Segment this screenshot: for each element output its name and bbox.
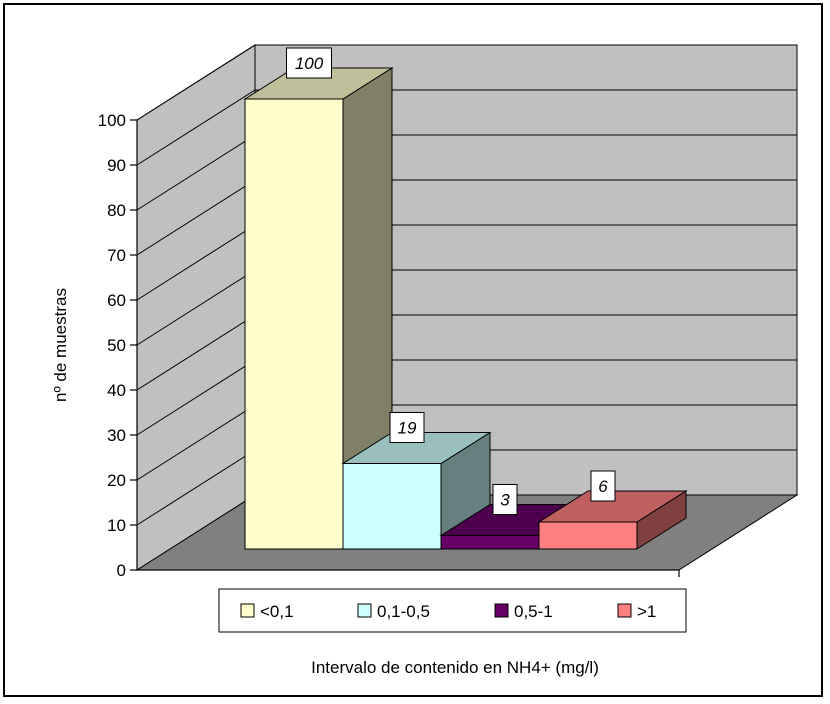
legend-label: >1: [637, 602, 656, 621]
y-tick-label: 50: [107, 336, 126, 355]
data-label: 19: [389, 412, 425, 443]
data-label-text: 100: [295, 54, 324, 73]
gridline-side: [136, 269, 256, 346]
legend-swatch: [240, 603, 255, 618]
bar: [537, 490, 688, 550]
bar-front-face: [244, 98, 344, 550]
legend-swatch: [617, 603, 632, 618]
bar-front-face: [342, 463, 442, 550]
legend-entry: 0,5-1: [494, 602, 553, 621]
y-axis-title: nº de muestras: [51, 288, 70, 402]
y-tick-label: 30: [107, 426, 126, 445]
data-labels-group: 100 19 3 6: [286, 47, 616, 515]
gridline-side: [136, 314, 256, 391]
gridline-side: [136, 179, 256, 256]
data-label: 100: [286, 47, 332, 79]
y-tick-label: 100: [98, 111, 126, 130]
legend-label: <0,1: [260, 602, 294, 621]
legend-label: 0,1-0,5: [377, 602, 430, 621]
gridline-side: [136, 449, 256, 526]
legend-swatch: [494, 603, 509, 618]
y-tick-label: 60: [107, 291, 126, 310]
y-tick-label: 70: [107, 246, 126, 265]
legend-entry: 0,1-0,5: [357, 602, 430, 621]
legend-entry: >1: [617, 602, 656, 621]
legend-box: [218, 588, 687, 633]
y-tick-label: 40: [107, 381, 126, 400]
data-label-box: [590, 470, 616, 502]
y-tick-label: 10: [107, 516, 126, 535]
legend-group: <0,1 0,1-0,5 0,5-1 >1: [240, 602, 656, 621]
y-tick-label: 80: [107, 201, 126, 220]
gridline-side: [136, 359, 256, 436]
gridline-side: [136, 224, 256, 301]
gridline-side: [136, 404, 256, 481]
data-label-text: 19: [398, 419, 417, 438]
data-label: 3: [492, 484, 518, 515]
bar: [243, 67, 394, 550]
legend-entry: <0,1: [240, 602, 294, 621]
data-label: 6: [590, 470, 616, 502]
y-tick-label: 20: [107, 471, 126, 490]
data-label-box: [286, 47, 332, 79]
x-axis-title: Intervalo de contenido en NH4+ (mg/l): [311, 658, 599, 677]
gridline-side: [136, 44, 256, 121]
data-label-box: [389, 412, 425, 443]
y-ticks-group: 0 10 20 30 40 50 60 70 80 90 100: [98, 111, 137, 580]
legend-swatch: [357, 603, 372, 618]
data-label-box: [492, 484, 518, 515]
bar: [341, 431, 492, 550]
legend-label: 0,5-1: [514, 602, 553, 621]
data-label-text: 3: [500, 491, 510, 510]
y-tick-label: 0: [117, 561, 126, 580]
data-label-text: 6: [598, 477, 608, 496]
bars-group: [243, 67, 688, 550]
bar-front-face: [440, 535, 540, 550]
bar-front-face: [538, 521, 638, 550]
y-tick-label: 90: [107, 156, 126, 175]
gridline-side: [136, 89, 256, 166]
gridline-side: [136, 134, 256, 211]
